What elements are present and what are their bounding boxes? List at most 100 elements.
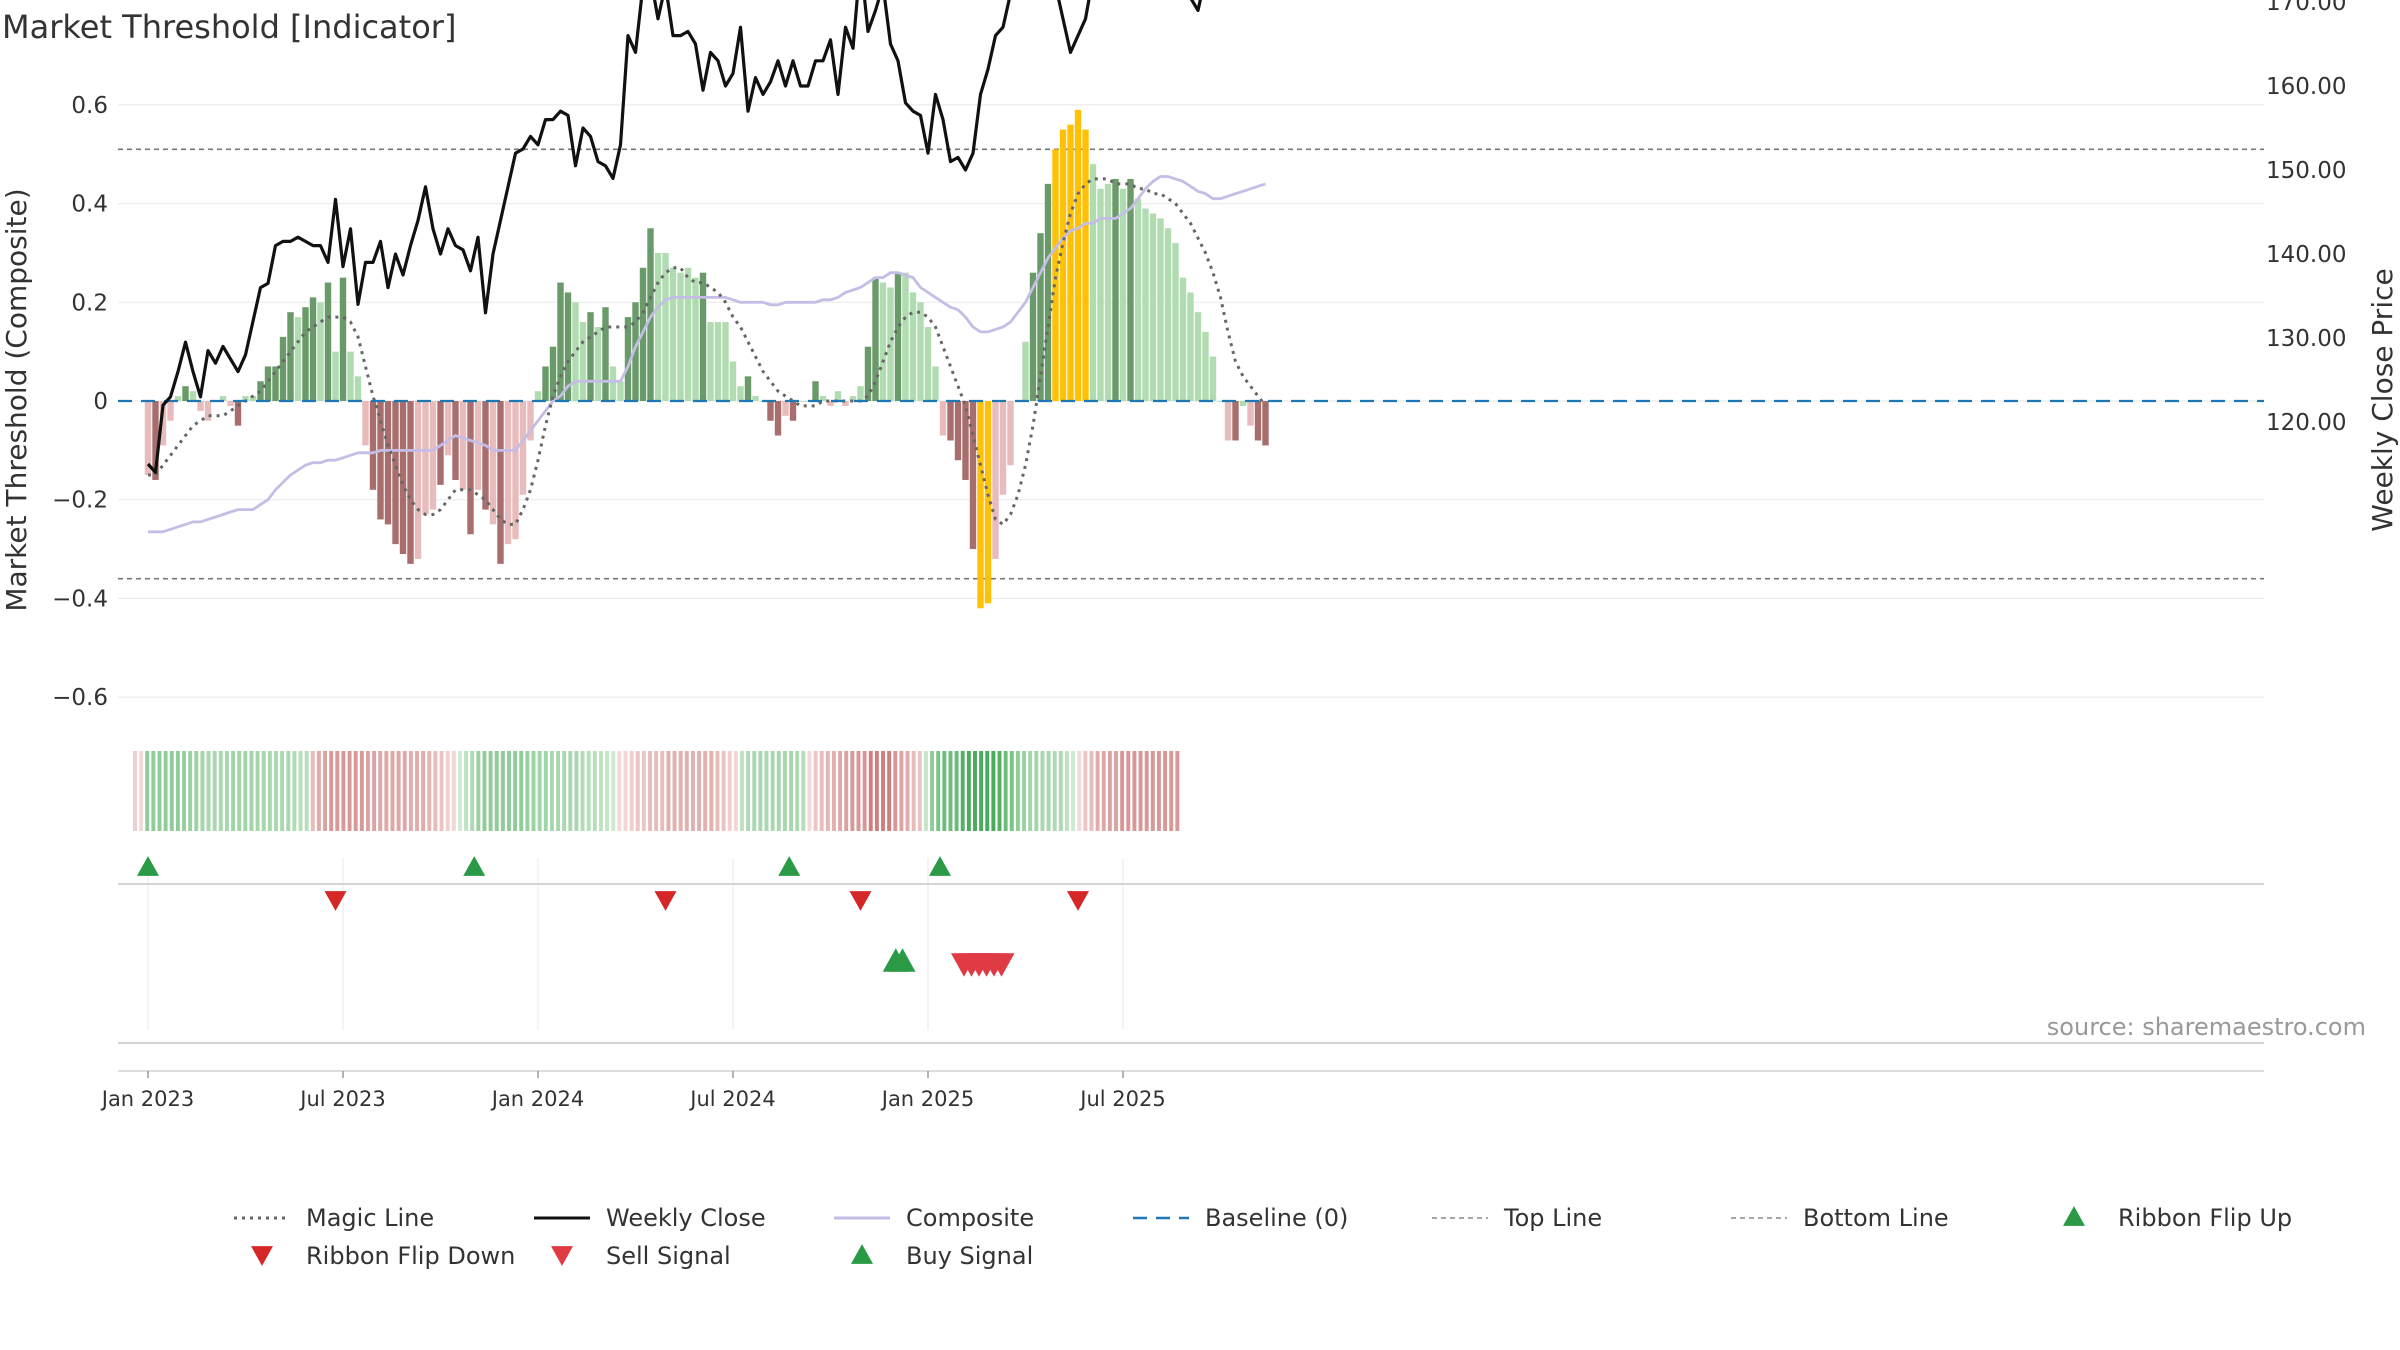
legend-label: Sell Signal — [606, 1242, 731, 1270]
ribbon-cell — [1169, 751, 1174, 831]
ribbon-cell — [286, 751, 291, 831]
bar — [482, 401, 489, 510]
ribbon-cell — [648, 751, 652, 831]
ribbon-cell — [684, 751, 689, 831]
bar — [729, 361, 737, 401]
x-tick-label: Jul 2025 — [1078, 1087, 1165, 1111]
bar — [467, 401, 474, 535]
legend-label: Composite — [906, 1204, 1034, 1232]
bar — [1127, 178, 1134, 401]
ribbon-cell — [801, 751, 806, 831]
ribbon-cell — [384, 751, 389, 831]
y-tick-label: −0.2 — [52, 488, 108, 514]
ribbon-cell — [752, 751, 757, 831]
bar — [204, 401, 212, 421]
bar — [369, 401, 377, 490]
ribbon-cell — [844, 751, 849, 831]
ribbon-cell — [182, 751, 186, 831]
bar — [879, 282, 887, 401]
bar — [1119, 188, 1127, 401]
bar — [699, 272, 707, 401]
bar — [1112, 178, 1119, 401]
ribbon-cell — [678, 751, 683, 831]
ribbon-cell — [973, 751, 977, 831]
legend-item: Ribbon Flip Up — [2063, 1204, 2292, 1232]
legend-swatch — [851, 1244, 873, 1264]
ribbon-cell — [255, 751, 260, 831]
bar — [362, 401, 369, 446]
ribbon-cell — [1083, 751, 1088, 831]
ribbon-cell — [1046, 751, 1051, 831]
bar — [317, 302, 324, 401]
legend-item: Buy Signal — [851, 1242, 1033, 1270]
ribbon-cell — [1003, 751, 1008, 831]
y-tick-label: −0.6 — [52, 685, 108, 711]
legend-item: Weekly Close — [534, 1204, 766, 1232]
ribbon-cell — [660, 751, 665, 831]
bar — [444, 401, 452, 456]
ribbon-cell — [580, 751, 585, 831]
bar — [1232, 401, 1239, 441]
ribbon-cell — [562, 751, 567, 831]
ribbon-cell — [1163, 751, 1168, 831]
bar — [917, 302, 924, 401]
bar — [1104, 183, 1112, 401]
bar — [324, 282, 332, 401]
ribbon-cell — [1138, 751, 1143, 831]
legend-swatch — [2063, 1206, 2085, 1226]
ribbon-cell — [641, 751, 646, 831]
ribbon-cell — [1101, 751, 1106, 831]
bar — [347, 351, 354, 401]
ribbon-cell — [887, 751, 892, 831]
ribbon-cell — [139, 751, 144, 831]
bar — [452, 401, 459, 480]
bar — [249, 396, 257, 401]
ribbon-cell — [175, 751, 180, 831]
ribbon-cell — [274, 751, 278, 831]
ribbon-cell — [1034, 751, 1039, 831]
bar — [722, 322, 729, 401]
ribbon-cell — [451, 751, 456, 831]
bar — [752, 396, 759, 401]
ribbon-cell — [439, 751, 444, 831]
ribbon-cell — [543, 751, 548, 831]
ribbon-cell — [856, 751, 861, 831]
bar — [1097, 188, 1104, 401]
legend-label: Buy Signal — [906, 1242, 1033, 1270]
bar — [1029, 272, 1037, 401]
x-tick-label: Jan 2023 — [100, 1087, 195, 1111]
ribbon-cell — [954, 751, 959, 831]
ribbon-cell — [770, 751, 775, 831]
ribbon-cell — [1107, 751, 1112, 831]
bar — [234, 401, 242, 426]
ribbon-cell — [531, 751, 536, 831]
ribbon-cell — [261, 751, 266, 831]
legend-item: Magic Line — [234, 1204, 434, 1232]
ribbon-cell — [445, 751, 450, 831]
bar — [1149, 213, 1157, 401]
ribbon-cell — [727, 751, 732, 831]
ribbon-cell — [850, 751, 855, 831]
x-tick-label: Jan 2025 — [880, 1087, 975, 1111]
ribbon-cell — [899, 751, 904, 831]
ribbon-cell — [789, 751, 794, 831]
bar — [1239, 401, 1247, 406]
ribbon-cell — [862, 751, 867, 831]
bar — [624, 317, 632, 401]
legend-label: Ribbon Flip Up — [2118, 1204, 2292, 1232]
ribbon-cell — [893, 751, 898, 831]
bar — [984, 401, 992, 604]
bar — [159, 401, 167, 446]
bar — [1187, 292, 1194, 401]
ribbon-cell — [1126, 751, 1131, 831]
ribbon-cell — [568, 751, 573, 831]
legend-item: Top Line — [1432, 1204, 1602, 1232]
ribbon-cell — [163, 751, 168, 831]
bar — [392, 401, 399, 545]
ribbon-cell — [592, 751, 597, 831]
bar — [1217, 401, 1224, 402]
ribbon-cell — [402, 751, 407, 831]
bar — [572, 302, 579, 401]
ribbon-cell — [936, 751, 941, 831]
bar — [1134, 198, 1142, 401]
